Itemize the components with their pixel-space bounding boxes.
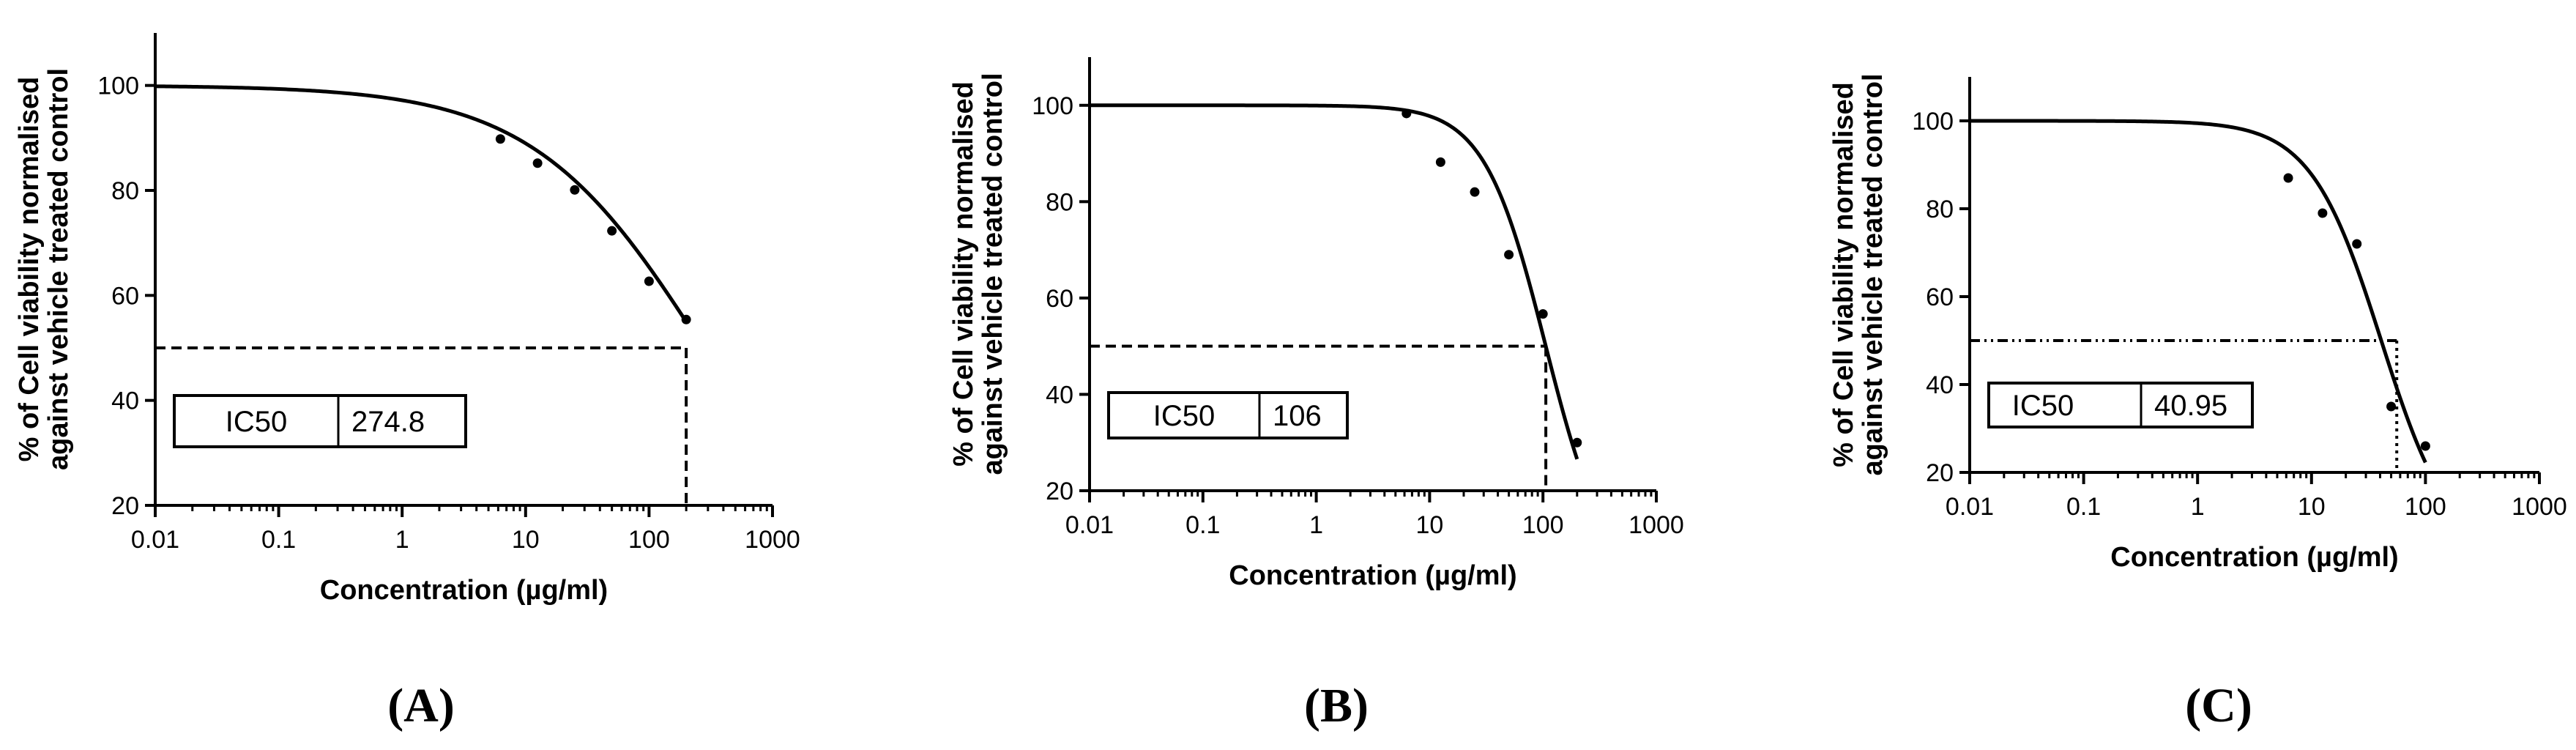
y-axis-title: % of Cell viability normalisedagainst ve… (948, 73, 1008, 475)
data-point (1572, 437, 1582, 448)
ic50-table-border (1107, 391, 1349, 439)
chart-panel-3: 20 40 60 80 100 0.01 0.1 1 10 100 1000 Concentratio… (1828, 73, 2567, 732)
ic50-table: IC50 106 (1107, 391, 1349, 439)
x-tick-label: 1 (1309, 511, 1323, 539)
data-point (2283, 173, 2293, 183)
y-axis-title: % of Cell viability normalisedagainst ve… (1828, 73, 1888, 475)
panel-label: (C) (2185, 679, 2252, 732)
ic50-value: 274.8 (351, 406, 425, 438)
ic50-label: IC50 (1153, 400, 1216, 432)
x-axis-title: Concentration (µg/ml) (1229, 560, 1516, 591)
ic50-value: 106 (1273, 400, 1322, 432)
y-tick-label: 40 (1926, 371, 1954, 399)
x-tick-label: 1000 (1628, 511, 1684, 539)
y-tick-label: 40 (111, 387, 139, 415)
y-axis-title: % of Cell viability normalisedagainst ve… (14, 68, 74, 470)
x-tick-label: 0.01 (1065, 511, 1114, 539)
ic50-table: IC50 40.95 (1987, 382, 2254, 428)
x-tick-label: 1 (2191, 493, 2205, 521)
data-point (2352, 239, 2362, 249)
y-tick-label: 100 (97, 73, 139, 100)
y-tick-label: 100 (1032, 92, 1073, 120)
data-point (607, 226, 617, 236)
data-point (2318, 208, 2328, 218)
x-tick-label: 0.1 (2066, 493, 2101, 521)
panel-label: (A) (387, 679, 455, 732)
y-tick-label: 20 (1046, 478, 1073, 505)
fit-curve (1970, 119, 2427, 464)
ic50-table: IC50 274.8 (173, 394, 467, 448)
y-tick-label: 20 (111, 492, 139, 520)
data-point (1538, 309, 1548, 319)
y-axis-title-line2: against vehicle treated control (43, 68, 74, 470)
y-axis-title-line1: % of Cell viability normalised (1828, 82, 1859, 467)
ic50-value: 40.95 (2154, 390, 2227, 422)
x-tick-label: 1000 (2512, 493, 2567, 521)
y-tick-label: 80 (1046, 188, 1073, 216)
ic50-table-border (173, 394, 467, 448)
chart-panel-2: 20 40 60 80 100 0.01 0.1 1 10 100 1000 Concentratio… (948, 57, 1684, 732)
data-point (1504, 250, 1514, 260)
y-tick-label: 60 (111, 282, 139, 310)
data-point (570, 185, 580, 195)
data-point (1435, 157, 1445, 167)
panel-label: (B) (1304, 679, 1369, 732)
fit-curve (155, 84, 688, 323)
data-point (2386, 401, 2397, 412)
ic50-label: IC50 (226, 406, 288, 438)
data-point (644, 276, 654, 286)
y-axis-title-line2: against vehicle treated control (978, 73, 1008, 475)
fit-curve (1090, 103, 1579, 460)
y-axis-title-line1: % of Cell viability normalised (14, 77, 45, 462)
y-tick-label: 60 (1046, 285, 1073, 313)
chart-panel-1: 20 40 60 80 100 0.01 0.1 1 10 100 1000 Concentratio… (14, 33, 800, 732)
x-tick-label: 10 (1415, 511, 1443, 539)
y-tick-label: 60 (1926, 283, 1954, 311)
y-tick-label: 40 (1046, 381, 1073, 409)
x-tick-label: 0.01 (131, 526, 179, 554)
ic50-label: IC50 (2012, 390, 2074, 422)
x-tick-label: 100 (2405, 493, 2446, 521)
x-tick-label: 1000 (745, 526, 800, 554)
data-point (532, 158, 543, 168)
x-tick-label: 1 (395, 526, 409, 554)
x-axis-title: Concentration (µg/ml) (320, 575, 608, 606)
x-tick-label: 0.1 (261, 526, 296, 554)
data-point (1401, 108, 1412, 119)
data-point (495, 134, 505, 144)
data-point (1470, 187, 1480, 197)
data-point (2420, 441, 2430, 451)
x-tick-label: 100 (628, 526, 670, 554)
x-tick-label: 100 (1522, 511, 1564, 539)
y-tick-label: 80 (111, 177, 139, 205)
x-axis-title: Concentration (µg/ml) (2110, 542, 2398, 573)
x-tick-label: 0.01 (1946, 493, 1994, 521)
y-axis-title-line2: against vehicle treated control (1858, 73, 1888, 475)
x-tick-label: 0.1 (1185, 511, 1220, 539)
x-tick-label: 10 (2298, 493, 2326, 521)
data-point (681, 314, 691, 324)
x-tick-label: 10 (512, 526, 540, 554)
y-tick-label: 80 (1926, 196, 1954, 223)
ic50-table-border (1987, 382, 2254, 428)
y-tick-label: 20 (1926, 459, 1954, 487)
y-axis-title-line1: % of Cell viability normalised (948, 81, 979, 467)
y-tick-label: 100 (1912, 108, 1954, 135)
